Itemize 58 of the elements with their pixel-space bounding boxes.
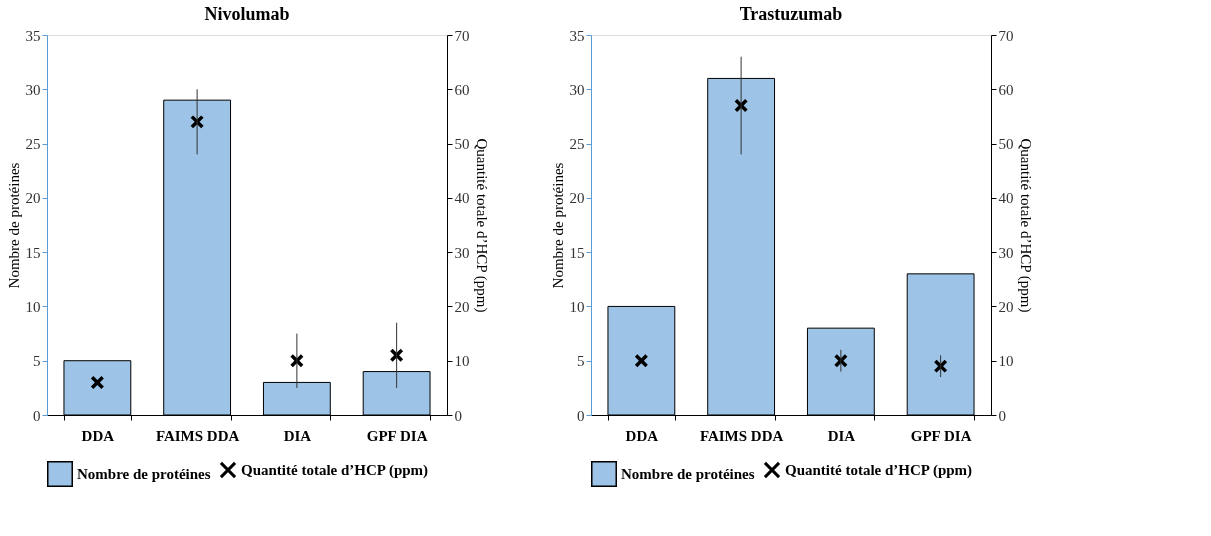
- y2-tick-label: 60: [454, 81, 470, 98]
- y2-tick-label: 10: [454, 353, 470, 370]
- legend-label: Quantité totale d’HCP (ppm): [785, 462, 973, 479]
- y-tick-label: 5: [577, 353, 585, 370]
- y-tick-label: 35: [25, 27, 41, 44]
- y2-tick-label: 50: [998, 136, 1014, 153]
- legend-label: Quantité totale d’HCP (ppm): [241, 462, 429, 479]
- point: [933, 359, 948, 374]
- legend-label: Nombre de protéines: [77, 466, 211, 482]
- point: [389, 348, 404, 363]
- x-tick-label: DDA: [81, 427, 115, 444]
- chart-title: Nivolumab: [204, 4, 290, 24]
- y2-axis-title: Quantité totale d’HCP (ppm): [1016, 138, 1034, 313]
- x-tick-label: GPF DIA: [910, 427, 972, 444]
- y2-tick-label: 60: [998, 81, 1014, 98]
- x-tick-label: GPF DIA: [366, 427, 428, 444]
- y-tick-label: 15: [569, 244, 585, 261]
- point: [190, 114, 205, 129]
- y2-tick-label: 0: [998, 407, 1006, 424]
- y-tick-label: 35: [569, 27, 585, 44]
- y-tick-label: 25: [569, 136, 585, 153]
- x-tick-label: DIA: [283, 427, 312, 444]
- y2-tick-label: 40: [454, 190, 470, 207]
- y-tick-label: 5: [33, 353, 41, 370]
- y-tick-label: 0: [33, 407, 41, 424]
- y-tick-label: 10: [569, 298, 585, 315]
- y2-tick-label: 10: [998, 353, 1014, 370]
- x-tick-label: FAIMS DDA: [699, 427, 784, 444]
- y-axis-title: Nombre de protéines: [549, 162, 566, 289]
- point: [833, 353, 848, 368]
- y2-tick-label: 0: [454, 407, 462, 424]
- y-axis-title: Nombre de protéines: [5, 162, 22, 289]
- y2-tick-label: 20: [454, 298, 470, 315]
- y2-tick-label: 70: [454, 27, 470, 44]
- y-tick-label: 20: [569, 190, 585, 207]
- y2-tick-label: 40: [998, 190, 1014, 207]
- y-tick-label: 20: [25, 190, 41, 207]
- y2-tick-label: 30: [454, 244, 470, 261]
- x-tick-label: DDA: [625, 427, 659, 444]
- y-tick-label: 25: [25, 136, 41, 153]
- y-tick-label: 10: [25, 298, 41, 315]
- y-tick-label: 30: [25, 81, 41, 98]
- y2-axis-title: Quantité totale d’HCP (ppm): [472, 138, 490, 313]
- point: [734, 98, 749, 113]
- y2-tick-label: 20: [998, 298, 1014, 315]
- y2-tick-label: 50: [454, 136, 470, 153]
- y2-tick-label: 30: [998, 244, 1014, 261]
- y-tick-label: 0: [577, 407, 585, 424]
- legend-label: Nombre de protéines: [621, 466, 755, 482]
- x-tick-label: FAIMS DDA: [155, 427, 240, 444]
- y-tick-label: 15: [25, 244, 41, 261]
- point: [90, 375, 105, 390]
- chart-title: Trastuzumab: [739, 4, 843, 24]
- point: [289, 353, 304, 368]
- y-tick-label: 30: [569, 81, 585, 98]
- point: [634, 353, 649, 368]
- y2-tick-label: 70: [998, 27, 1014, 44]
- x-tick-label: DIA: [827, 427, 856, 444]
